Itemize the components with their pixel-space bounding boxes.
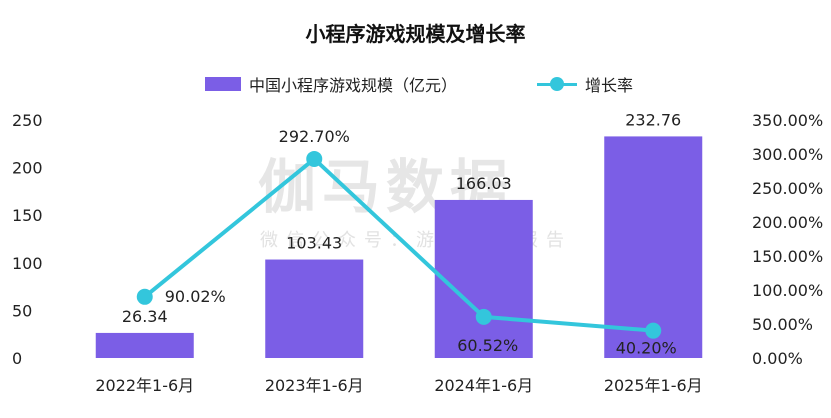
y-left-tick-label: 0 — [12, 349, 22, 368]
y-right-tick-label: 200.00% — [752, 213, 823, 232]
y-right-tick-label: 50.00% — [752, 315, 813, 334]
line-value-label: 60.52% — [457, 336, 518, 355]
y-left-tick-label: 250 — [12, 111, 43, 130]
y-right-tick-label: 0.00% — [752, 349, 803, 368]
bar — [434, 199, 533, 358]
chart-title: 小程序游戏规模及增长率 — [305, 22, 526, 46]
x-tick-label: 2024年1-6月 — [434, 376, 533, 395]
growth-line — [143, 156, 654, 333]
bar — [604, 136, 703, 358]
legend-line-swatch — [537, 77, 577, 91]
legend-line-label: 增长率 — [585, 76, 634, 95]
legend-bar-swatch — [205, 77, 241, 91]
legend-item-bar: 中国小程序游戏规模（亿元） — [205, 72, 457, 96]
growth-point — [306, 150, 323, 167]
y-right-tick-label: 300.00% — [752, 145, 823, 164]
x-tick-label: 2025年1-6月 — [604, 376, 703, 395]
line-value-label: 40.20% — [616, 339, 677, 358]
x-tick-label: 2022年1-6月 — [95, 376, 194, 395]
y-left-tick-label: 50 — [12, 301, 32, 320]
bar — [95, 332, 194, 358]
legend: 中国小程序游戏规模（亿元） 增长率 — [0, 72, 831, 96]
bar-value-label: 103.43 — [286, 234, 342, 253]
y-right-tick-label: 150.00% — [752, 247, 823, 266]
line-value-label: 292.70% — [279, 127, 350, 146]
line-value-label: 90.02% — [165, 287, 226, 306]
y-left-tick-label: 100 — [12, 254, 43, 273]
y-right-tick-label: 250.00% — [752, 179, 823, 198]
growth-point — [136, 288, 153, 305]
bar — [265, 259, 364, 358]
growth-point — [475, 308, 492, 325]
bar-value-label: 232.76 — [625, 110, 681, 129]
legend-bar-label: 中国小程序游戏规模（亿元） — [249, 76, 458, 95]
growth-point — [645, 322, 662, 339]
bar-value-label: 166.03 — [456, 174, 512, 193]
y-left-tick-label: 150 — [12, 206, 43, 225]
legend-item-line: 增长率 — [537, 72, 633, 96]
bar-value-label: 26.34 — [122, 307, 168, 326]
x-tick-label: 2023年1-6月 — [265, 376, 364, 395]
y-right-tick-label: 100.00% — [752, 281, 823, 300]
y-left-tick-label: 200 — [12, 159, 43, 178]
y-right-tick-label: 350.00% — [752, 111, 823, 130]
